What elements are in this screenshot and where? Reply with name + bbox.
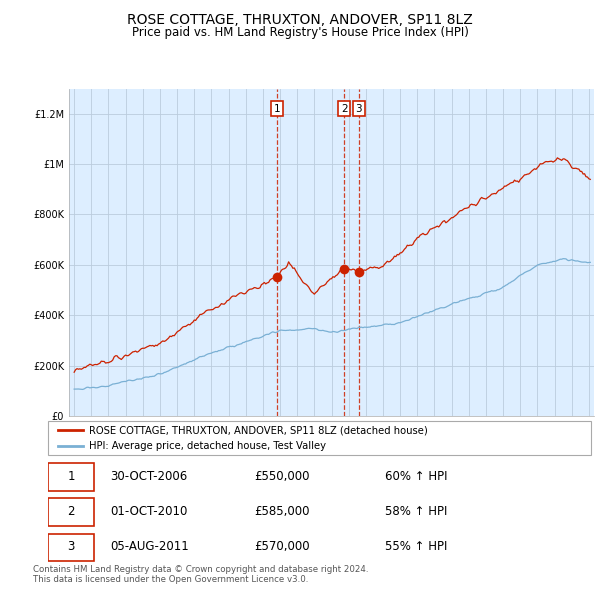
Text: 05-AUG-2011: 05-AUG-2011 bbox=[110, 540, 189, 553]
Text: Price paid vs. HM Land Registry's House Price Index (HPI): Price paid vs. HM Land Registry's House … bbox=[131, 26, 469, 39]
Text: 58% ↑ HPI: 58% ↑ HPI bbox=[385, 505, 447, 518]
Text: HPI: Average price, detached house, Test Valley: HPI: Average price, detached house, Test… bbox=[89, 441, 326, 451]
Text: 30-OCT-2006: 30-OCT-2006 bbox=[110, 470, 188, 483]
Text: £570,000: £570,000 bbox=[254, 540, 310, 553]
Text: 1: 1 bbox=[274, 104, 280, 114]
Text: ROSE COTTAGE, THRUXTON, ANDOVER, SP11 8LZ (detached house): ROSE COTTAGE, THRUXTON, ANDOVER, SP11 8L… bbox=[89, 425, 427, 435]
Text: ROSE COTTAGE, THRUXTON, ANDOVER, SP11 8LZ: ROSE COTTAGE, THRUXTON, ANDOVER, SP11 8L… bbox=[127, 13, 473, 27]
Text: 01-OCT-2010: 01-OCT-2010 bbox=[110, 505, 188, 518]
Text: £550,000: £550,000 bbox=[254, 470, 310, 483]
Text: Contains HM Land Registry data © Crown copyright and database right 2024.: Contains HM Land Registry data © Crown c… bbox=[33, 565, 368, 574]
FancyBboxPatch shape bbox=[48, 534, 94, 561]
FancyBboxPatch shape bbox=[48, 421, 591, 455]
Text: This data is licensed under the Open Government Licence v3.0.: This data is licensed under the Open Gov… bbox=[33, 575, 308, 584]
Text: 55% ↑ HPI: 55% ↑ HPI bbox=[385, 540, 447, 553]
Text: 3: 3 bbox=[67, 540, 75, 553]
FancyBboxPatch shape bbox=[48, 499, 94, 526]
Text: 3: 3 bbox=[355, 104, 362, 114]
Text: £585,000: £585,000 bbox=[254, 505, 310, 518]
Text: 2: 2 bbox=[341, 104, 347, 114]
Text: 1: 1 bbox=[67, 470, 75, 483]
Text: 2: 2 bbox=[67, 505, 75, 518]
Text: 60% ↑ HPI: 60% ↑ HPI bbox=[385, 470, 447, 483]
FancyBboxPatch shape bbox=[48, 463, 94, 490]
